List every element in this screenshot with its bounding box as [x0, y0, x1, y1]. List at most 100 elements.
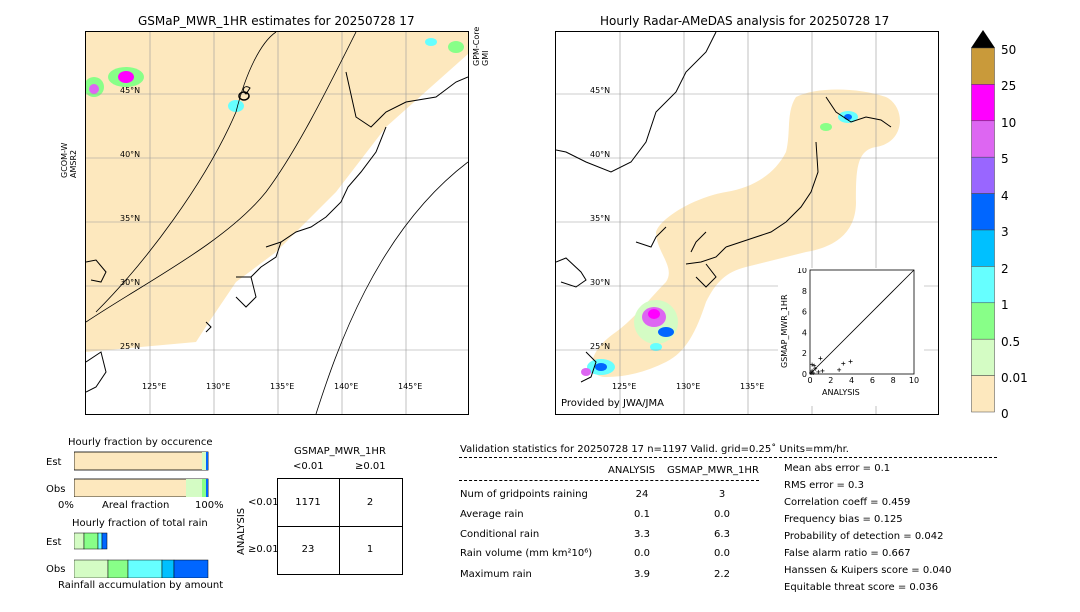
- contingency-table: 1171 2 23 1: [277, 478, 403, 575]
- left-sat-label: GCOM-W AMSR2: [60, 142, 78, 178]
- total-rain-xlabel: Rainfall accumulation by amount: [58, 580, 224, 591]
- contingency-cell: 1171: [295, 497, 321, 508]
- right-map-canvas: [556, 32, 938, 414]
- total-rain-est-seg: [101, 532, 108, 550]
- total-rain-obs-label: Obs: [46, 564, 66, 575]
- validation-divider: [459, 457, 997, 458]
- occurrence-est-wet: [202, 452, 206, 470]
- left-map-grid: [86, 32, 468, 414]
- validation-row-analysis: 24: [635, 489, 649, 500]
- scatter-ytick: 4: [802, 328, 807, 337]
- colorbar-segment: [971, 229, 995, 267]
- contingency-col-header: ≥0.01: [355, 461, 386, 472]
- contingency-axis-label: ANALYSIS: [236, 507, 247, 555]
- right-coastlines: [556, 32, 892, 383]
- left-map-canvas: [86, 32, 468, 414]
- left-lon-label-130: 130°E: [206, 382, 231, 391]
- colorbar-label: 0: [1001, 407, 1009, 421]
- colorbar-segment: [971, 338, 995, 376]
- total-rain-est-seg: [97, 532, 103, 550]
- scatter-plot: 0 2 4 6 8 10 0 2 4 6 8 10: [797, 266, 919, 385]
- right-map-credit: Provided by JWA/JMA: [561, 398, 664, 409]
- occurrence-obs-wet: [186, 479, 202, 497]
- left-swath-edges: [86, 32, 468, 414]
- scatter-xtick: 4: [849, 376, 854, 385]
- scatter-point: [818, 356, 823, 361]
- occurrence-obs-label: Obs: [46, 484, 66, 495]
- colorbar-extend-arrow: [971, 30, 995, 48]
- colorbar-segment: [971, 47, 995, 85]
- contingency-title: GSMAP_MWR_1HR: [294, 446, 386, 457]
- scatter-point: [820, 368, 825, 373]
- total-rain-title: Hourly fraction of total rain: [72, 518, 208, 529]
- colorbar-label: 0.01: [1001, 371, 1028, 385]
- total-rain-obs-seg: [107, 559, 129, 578]
- scatter-point: [837, 367, 842, 372]
- scatter-ytick: 8: [802, 287, 807, 296]
- scatter-xtick: 8: [891, 376, 896, 385]
- scatter-ytick: 2: [802, 349, 807, 358]
- validation-score: False alarm ratio = 0.667: [784, 548, 911, 559]
- validation-score: Frequency bias = 0.125: [784, 514, 903, 525]
- scatter-xlabel: ANALYSIS: [822, 388, 860, 397]
- scatter-diagonal: [809, 269, 915, 375]
- left-rain-blob: [228, 100, 244, 112]
- left-coastlines: [86, 71, 468, 393]
- validation-row-gsmap: 2.2: [714, 569, 730, 580]
- scatter-xtick: 10: [909, 376, 919, 385]
- validation-score: Correlation coeff = 0.459: [784, 497, 911, 508]
- contingency-cell: 1: [366, 544, 374, 555]
- colorbar-segment: [971, 120, 995, 158]
- scatter-inset: 0 2 4 6 8 10 0 2 4 6 8 10 ANALYSIS GSMAP_MWR_1HR: [778, 266, 924, 406]
- scatter-point: [811, 370, 816, 375]
- validation-row-gsmap: 6.3: [714, 529, 730, 540]
- validation-score: RMS error = 0.3: [784, 480, 864, 491]
- scatter-xtick: 0: [807, 376, 812, 385]
- occurrence-obs-wet2: [202, 479, 206, 497]
- right-lat-label-30: 30°N: [590, 278, 611, 287]
- right-lon-label-130: 130°E: [676, 382, 701, 391]
- left-lon-label-140: 140°E: [334, 382, 359, 391]
- occurrence-title: Hourly fraction by occurence: [68, 437, 213, 448]
- right-sat-label: GPM-Core GMI: [472, 26, 490, 66]
- colorbar-segment: [971, 84, 995, 122]
- contingency-col-header: <0.01: [293, 461, 324, 472]
- scatter-xtick: 6: [870, 376, 875, 385]
- left-lat-label-35: 35°N: [120, 214, 141, 223]
- colorbar: [971, 30, 995, 414]
- validation-row-label: Average rain: [460, 509, 524, 520]
- validation-row-gsmap: 0.0: [714, 548, 730, 559]
- occurrence-est-bar: [74, 451, 209, 471]
- colorbar-segment: [971, 156, 995, 194]
- validation-row-gsmap: 3: [718, 489, 726, 500]
- left-lat-label-40: 40°N: [120, 150, 141, 159]
- total-rain-obs-seg: [161, 559, 175, 578]
- validation-row-gsmap: 0.0: [714, 509, 730, 520]
- contingency-cell: 2: [366, 497, 374, 508]
- occurrence-xlabel: Areal fraction: [102, 500, 170, 511]
- validation-score: Hanssen & Kuipers score = 0.040: [784, 565, 952, 576]
- scatter-ytick: 0: [802, 370, 807, 379]
- total-rain-est-label: Est: [46, 537, 62, 548]
- validation-col-gsmap: GSMAP_MWR_1HR: [667, 465, 759, 476]
- scatter-point: [848, 359, 853, 364]
- contingency-hline: [278, 526, 402, 527]
- validation-score: Probability of detection = 0.042: [784, 531, 944, 542]
- validation-row-label: Maximum rain: [460, 569, 532, 580]
- colorbar-segment: [971, 266, 995, 304]
- validation-row-label: Num of gridpoints raining: [460, 489, 588, 500]
- left-rain-blob: [89, 84, 99, 94]
- left-lat-label-25: 25°N: [120, 342, 141, 351]
- left-lon-label-135: 135°E: [270, 382, 295, 391]
- colorbar-label: 4: [1001, 189, 1009, 203]
- validation-row-analysis: 3.3: [634, 529, 650, 540]
- contingency-row-header: ≥0.01: [248, 544, 279, 555]
- right-rain-blob: [844, 114, 852, 120]
- right-lat-label-35: 35°N: [590, 214, 611, 223]
- occurrence-obs-wet3: [206, 479, 208, 497]
- left-lon-label-125: 125°E: [142, 382, 167, 391]
- scatter-ytick: 10: [797, 268, 807, 275]
- left-rain-blob: [425, 38, 437, 46]
- total-rain-obs-seg: [173, 559, 209, 578]
- colorbar-label: 50: [1001, 43, 1017, 57]
